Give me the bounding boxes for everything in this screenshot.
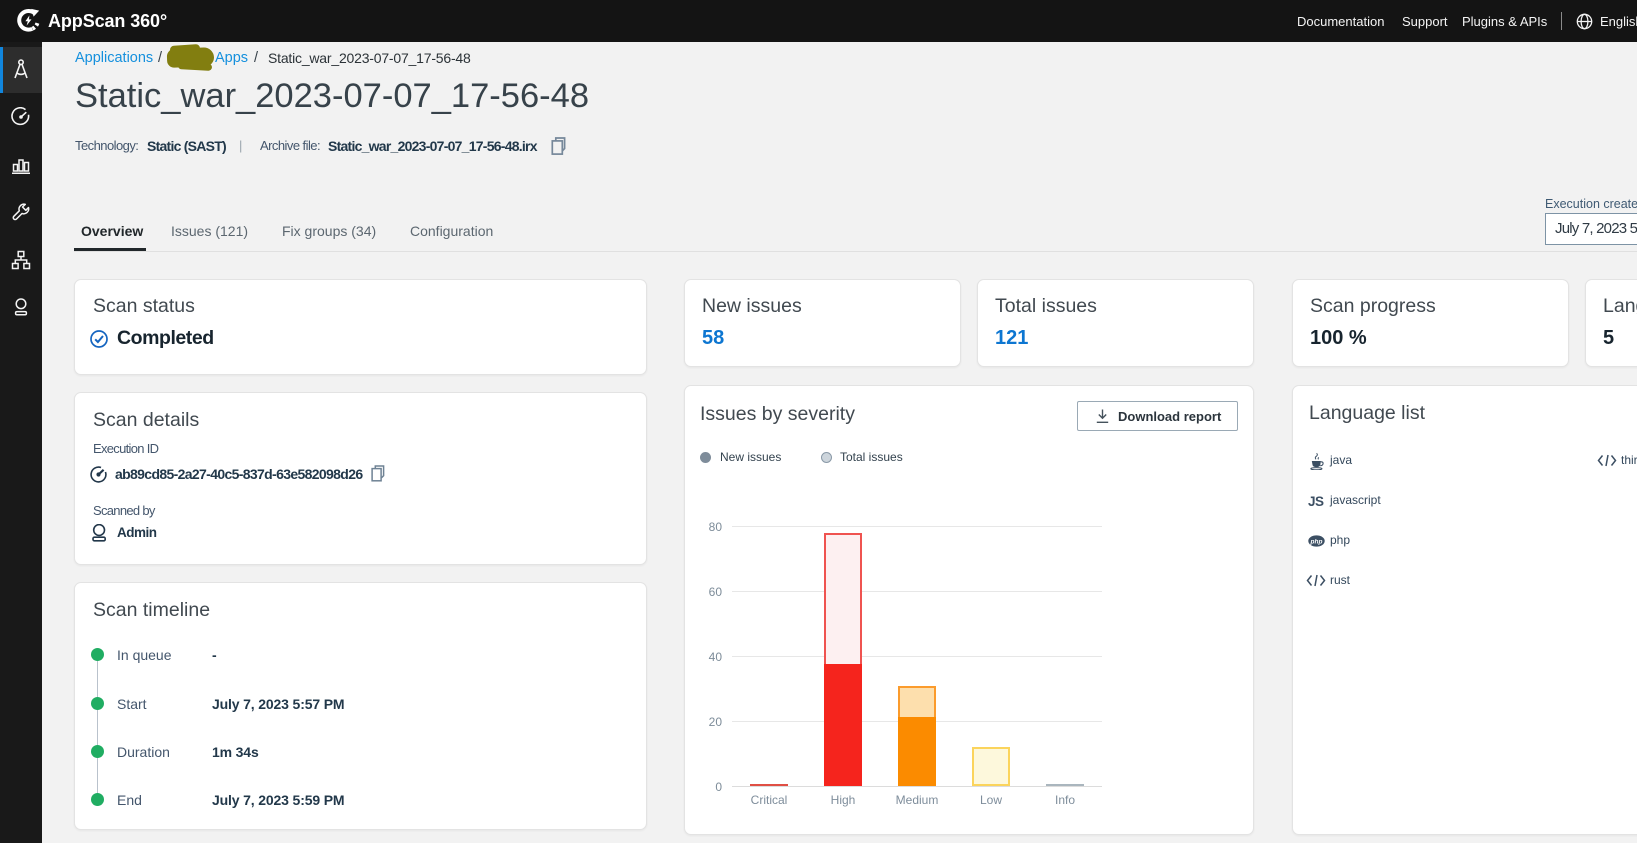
svg-text:php: php — [1310, 538, 1323, 545]
